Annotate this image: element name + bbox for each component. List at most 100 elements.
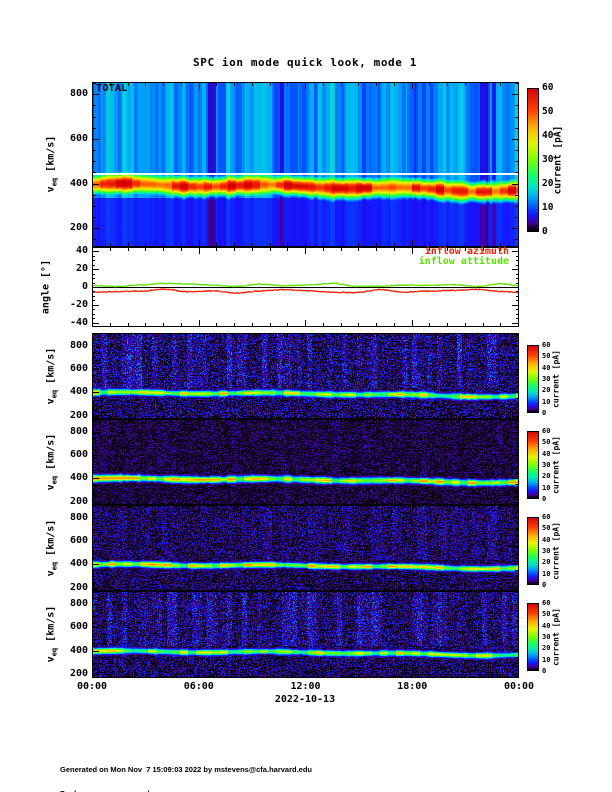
colorbar-tick-label: 50 [542, 106, 554, 117]
colorbar-tick-label: 20 [542, 472, 551, 481]
colorbar-tick-label: 30 [542, 461, 551, 469]
colorbar-label-sub2: current [pA] [551, 436, 561, 494]
vlabel-main: v [45, 656, 57, 663]
y-axis-label-angle: angle [°] [40, 259, 52, 315]
y-axis-label-velocity-sub3: veq [km/s] [46, 520, 59, 577]
sub-spectrogram-3-canvas [92, 505, 519, 591]
colorbar-tick-label: 30 [542, 633, 551, 641]
time-tick-label: 00:00 [76, 681, 108, 692]
footer-line2: For browse purposes only. [60, 790, 312, 792]
colorbar-tick-label: 40 [542, 130, 554, 141]
colorbar-tick-label: 50 [542, 610, 551, 619]
velocity-tick-label: 600 [69, 132, 88, 144]
footer-line1: Generated on Mon Nov 7 15:09:03 2022 by … [60, 765, 312, 774]
vlabel-unit: [km/s] [45, 605, 57, 648]
velocity-tick-label: 400 [69, 558, 88, 570]
colorbar-label-sub3: current [pA] [551, 522, 561, 580]
colorbar-tick-label: 20 [542, 558, 551, 567]
colorbar-tick-label: 20 [542, 644, 551, 653]
colorbar-tick-label: 60 [542, 599, 551, 607]
time-tick-label: 06:00 [183, 681, 214, 692]
time-tick-label: 00:00 [503, 681, 535, 692]
sub-spectrogram-4-canvas [92, 591, 519, 678]
velocity-tick-label: 400 [69, 386, 88, 398]
colorbar-tick-label: 30 [542, 375, 551, 383]
colorbar-tick-label: 10 [542, 655, 551, 664]
colorbar-tick-label: 10 [542, 569, 551, 578]
colorbar-tick-label: 0 [542, 667, 547, 675]
angle-legend: inflow azimuth inflow attitude [419, 247, 509, 266]
velocity-tick-label: 800 [69, 339, 88, 351]
y-axis-label-velocity-sub2: veq [km/s] [46, 434, 59, 491]
colorbar-tick-label: 30 [542, 547, 551, 555]
angle-tick-label: 20 [75, 263, 88, 275]
colorbar-tick-label: 50 [542, 524, 551, 533]
footer: Generated on Mon Nov 7 15:09:03 2022 by … [60, 750, 312, 792]
velocity-tick-label: 800 [69, 425, 88, 437]
colorbar-sub-3 [527, 517, 539, 585]
velocity-tick-label: 200 [69, 495, 88, 507]
velocity-tick-label: 400 [69, 472, 88, 484]
velocity-tick-label: 200 [69, 409, 88, 421]
x-axis-date: 2022-10-13 [274, 694, 336, 705]
velocity-tick-label: 400 [69, 177, 88, 189]
legend-item-inflow-azimuth: inflow azimuth [424, 246, 509, 257]
vlabel-sub: eq [50, 475, 59, 485]
colorbar-tick-label: 20 [542, 386, 551, 395]
vlabel-unit: [km/s] [45, 347, 57, 390]
velocity-tick-label: 200 [69, 581, 88, 593]
vlabel-sub: eq [50, 647, 59, 657]
colorbar-tick-label: 10 [542, 483, 551, 492]
colorbar-tick-label: 50 [542, 352, 551, 361]
colorbar-tick-label: 50 [542, 438, 551, 447]
colorbar-tick-label: 40 [542, 535, 551, 544]
vlabel-sub: eq [50, 561, 59, 571]
total-label: TOTAL [96, 83, 128, 94]
colorbar-sub-2 [527, 431, 539, 499]
sub-spectrogram-1-canvas [92, 333, 519, 419]
colorbar-tick-label: 10 [542, 202, 554, 213]
colorbar-tick-label: 10 [542, 397, 551, 406]
vlabel-sub: eq [50, 389, 59, 399]
angle-tick-label: -40 [69, 316, 88, 328]
inflow-angle-plot-canvas [92, 247, 519, 327]
colorbar-tick-label: 0 [542, 409, 547, 417]
y-axis-label-velocity-sub4: veq [km/s] [46, 606, 59, 663]
velocity-tick-label: 600 [69, 535, 88, 547]
angle-tick-label: 0 [81, 281, 88, 292]
colorbar-sub-1 [527, 345, 539, 413]
colorbar-tick-label: 0 [542, 495, 547, 503]
y-axis-label-velocity-total: veq [km/s] [46, 136, 59, 193]
colorbar-tick-label: 60 [542, 513, 551, 521]
velocity-tick-label: 800 [69, 88, 88, 100]
legend-item-inflow-attitude: inflow attitude [418, 255, 509, 267]
colorbar-tick-label: 40 [542, 363, 551, 372]
y-axis-label-velocity-sub1: veq [km/s] [46, 348, 59, 405]
colorbar-sub-4 [527, 603, 539, 671]
colorbar-tick-label: 60 [542, 82, 554, 93]
velocity-tick-label: 200 [69, 668, 88, 680]
velocity-tick-label: 800 [69, 597, 88, 609]
colorbar-tick-label: 40 [542, 621, 551, 630]
vlabel-main: v [45, 484, 57, 491]
velocity-tick-label: 800 [69, 511, 88, 523]
vlabel-main: v [45, 570, 57, 577]
velocity-tick-label: 400 [69, 644, 88, 656]
colorbar-total [527, 88, 539, 232]
vlabel-main: v [45, 398, 57, 405]
colorbar-tick-label: 30 [542, 154, 554, 165]
angle-tick-label: -20 [69, 298, 88, 310]
colorbar-tick-label: 60 [542, 427, 551, 435]
total-spectrogram-canvas [92, 82, 519, 247]
vlabel-main: v [45, 186, 57, 193]
time-tick-label: 18:00 [397, 681, 428, 692]
colorbar-tick-label: 40 [542, 449, 551, 458]
colorbar-tick-label: 0 [542, 226, 548, 237]
vlabel-unit: [km/s] [45, 433, 57, 476]
vlabel-sub: eq [50, 177, 59, 187]
colorbar-label-sub4: current [pA] [551, 608, 561, 666]
time-tick-label: 12:00 [290, 681, 321, 692]
page-title: SPC ion mode quick look, mode 1 [193, 56, 417, 69]
angle-tick-label: 40 [75, 245, 88, 257]
